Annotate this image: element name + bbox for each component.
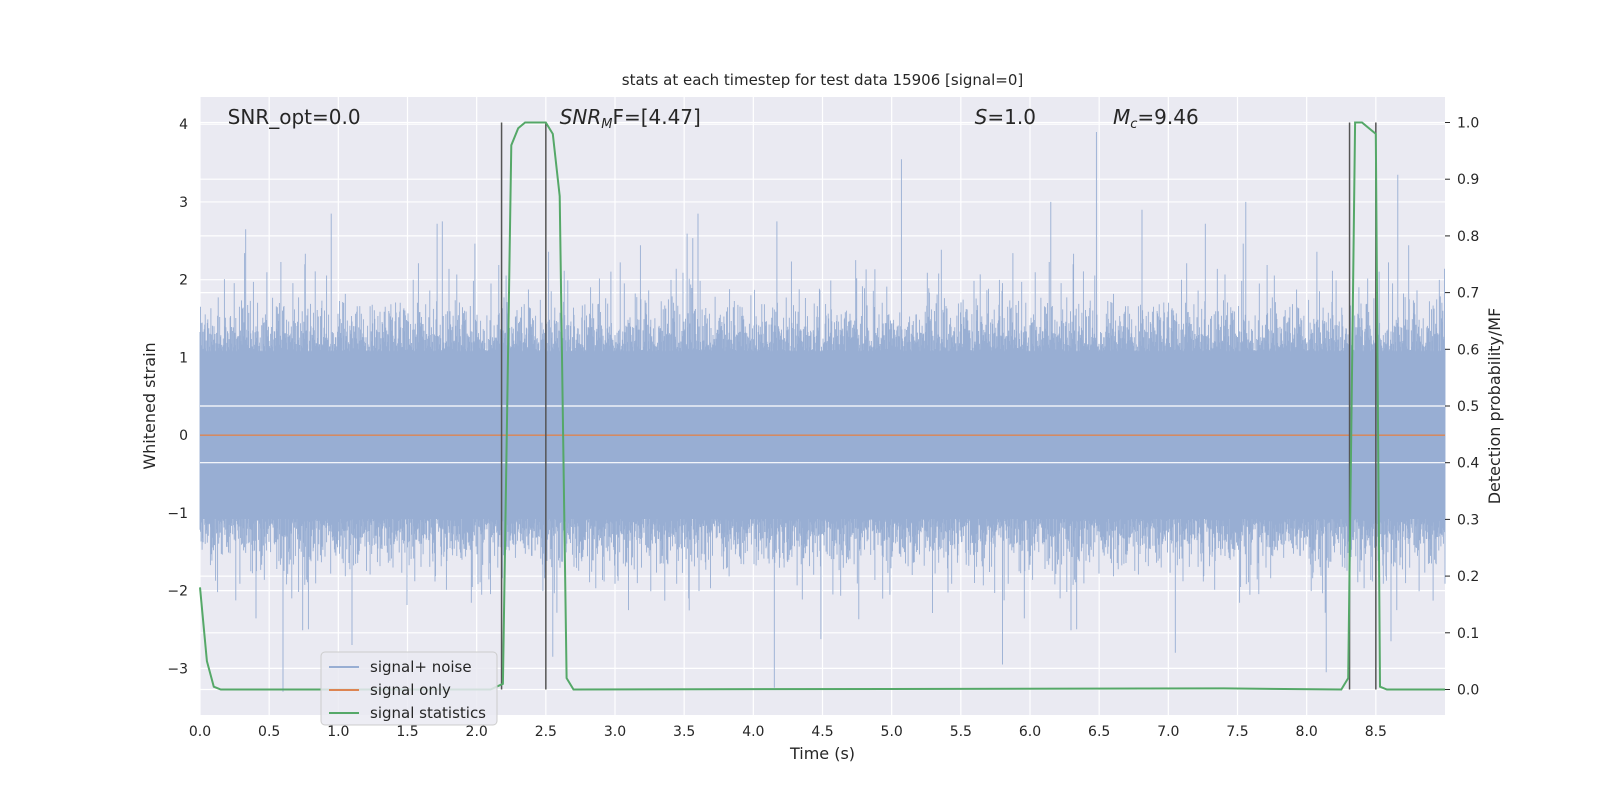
x-tick-label: 3.5	[673, 724, 695, 740]
y-tick-label: 1	[179, 350, 188, 366]
y-tick-label: 4	[179, 117, 188, 133]
annotation-value: F=[4.47]	[612, 105, 700, 129]
y-tick-label: −1	[167, 506, 188, 522]
x-tick-label: 6.0	[1019, 724, 1041, 740]
annotation: Mc=9.46	[1113, 105, 1199, 132]
y2-tick-label: 0.0	[1457, 682, 1479, 698]
legend-label: signal only	[370, 681, 451, 699]
y2-tick-label: 1.0	[1457, 116, 1479, 132]
x-tick-label: 7.5	[1226, 724, 1248, 740]
x-tick-label: 4.5	[811, 724, 833, 740]
y-tick-label: −3	[167, 661, 188, 677]
x-tick-label: 4.0	[742, 724, 764, 740]
y-axis-label: Whitened strain	[140, 342, 159, 469]
annotation-subscript: M	[601, 117, 612, 132]
x-tick-label: 6.5	[1088, 724, 1110, 740]
x-tick-label: 2.5	[535, 724, 557, 740]
y2-tick-label: 0.3	[1457, 512, 1479, 528]
y2-tick-label: 0.1	[1457, 626, 1479, 642]
x-tick-label: 0.5	[258, 724, 280, 740]
y-axis-ticks: −3 −2 −1 0 1 2 3 4	[167, 117, 188, 677]
y-tick-label: 3	[179, 195, 188, 211]
y2-tick-label: 0.5	[1457, 399, 1479, 415]
y2-tick-label: 0.8	[1457, 229, 1479, 245]
y2-tick-label: 0.9	[1457, 172, 1479, 188]
y2-axis-ticks: 0.0 0.1 0.2 0.3 0.4 0.5 0.6 0.7 0.8 0.9 1.0	[1445, 116, 1479, 698]
x-tick-label: 1.5	[396, 724, 418, 740]
legend-label: signal statistics	[370, 704, 486, 722]
annotations: SNR_opt=0.0 SNRMF=[4.47] S=1.0 Mc=9.46	[228, 105, 1199, 132]
x-axis-label: Time (s)	[789, 744, 855, 763]
annotation: SNRMF=[4.47]	[560, 105, 701, 132]
annotation-subscript: c	[1130, 117, 1137, 132]
x-tick-label: 0.0	[189, 724, 211, 740]
x-tick-label: 8.0	[1296, 724, 1318, 740]
x-tick-label: 1.0	[327, 724, 349, 740]
legend: signal+ noise signal only signal statistic…	[320, 651, 498, 726]
statistics-line	[199, 121, 1445, 691]
y-tick-label: 0	[179, 428, 188, 444]
annotation: SNR_opt=0.0	[228, 105, 361, 129]
legend-label: signal+ noise	[370, 658, 472, 676]
y2-axis-label: Detection probability/MF	[1485, 308, 1504, 505]
y2-tick-label: 0.7	[1457, 286, 1479, 302]
x-tick-label: 3.0	[604, 724, 626, 740]
y-tick-label: −2	[167, 584, 188, 600]
x-tick-label: 5.0	[881, 724, 903, 740]
annotation-symbol: M	[1113, 105, 1130, 129]
series-signal-statistics	[199, 121, 1445, 691]
annotation-symbol: SNR	[560, 105, 602, 129]
chart-title: stats at each timestep for test data 159…	[622, 71, 1023, 89]
x-tick-label: 2.0	[466, 724, 488, 740]
x-axis-ticks: 0.0 0.5 1.0 1.5 2.0 2.5 3.0 3.5 4.0 4.5 5.0 5.5 6.0 6…	[189, 724, 1387, 740]
x-tick-label: 8.5	[1365, 724, 1387, 740]
y-tick-label: 2	[179, 273, 188, 289]
annotation: S=1.0	[975, 105, 1036, 129]
annotation-value: =9.46	[1137, 105, 1198, 129]
y2-tick-label: 0.2	[1457, 569, 1479, 585]
y2-tick-label: 0.4	[1457, 456, 1479, 472]
legend-box	[320, 651, 498, 726]
annotation-value: =1.0	[987, 105, 1036, 129]
x-tick-label: 7.0	[1157, 724, 1179, 740]
y2-tick-label: 0.6	[1457, 342, 1479, 358]
annotation-symbol: S	[975, 105, 988, 129]
x-tick-label: 5.5	[950, 724, 972, 740]
